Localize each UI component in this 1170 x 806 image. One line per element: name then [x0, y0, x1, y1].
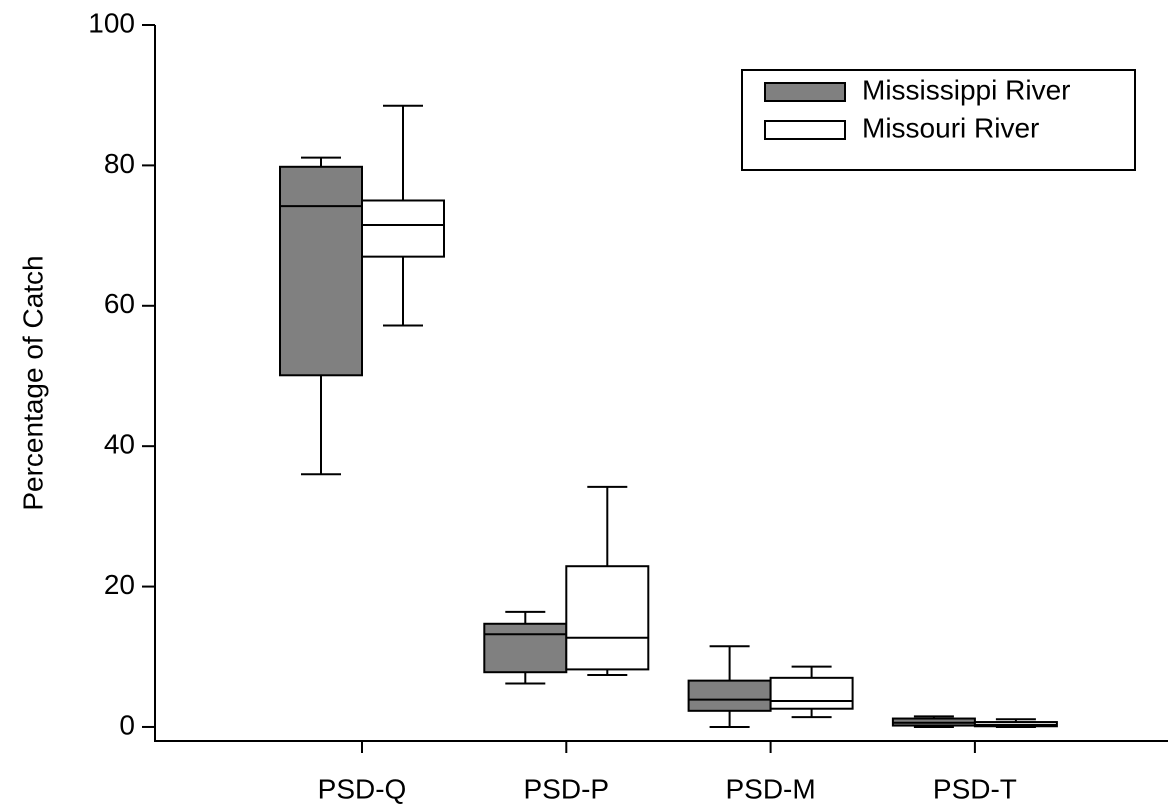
legend-label: Mississippi River: [862, 74, 1070, 105]
x-tick-label: PSD-M: [725, 773, 815, 804]
x-tick-label: PSD-Q: [318, 773, 407, 804]
y-tick-label: 80: [104, 148, 135, 179]
box: [361, 199, 445, 258]
x-tick-label: PSD-T: [933, 773, 1017, 804]
box: [483, 622, 568, 674]
y-tick-label: 0: [119, 709, 135, 740]
x-tick-label: PSD-P: [524, 773, 610, 804]
legend-swatch: [764, 120, 846, 140]
box: [279, 165, 363, 377]
box: [687, 679, 772, 712]
legend-swatch: [764, 82, 846, 102]
y-tick-label: 100: [88, 7, 135, 38]
y-tick-label: 40: [104, 429, 135, 460]
y-tick-label: 60: [104, 288, 135, 319]
box: [565, 565, 650, 671]
y-axis-label: Percentage of Catch: [17, 255, 48, 510]
y-tick-label: 20: [104, 569, 135, 600]
box: [769, 676, 854, 710]
legend-label: Missouri River: [862, 112, 1039, 143]
